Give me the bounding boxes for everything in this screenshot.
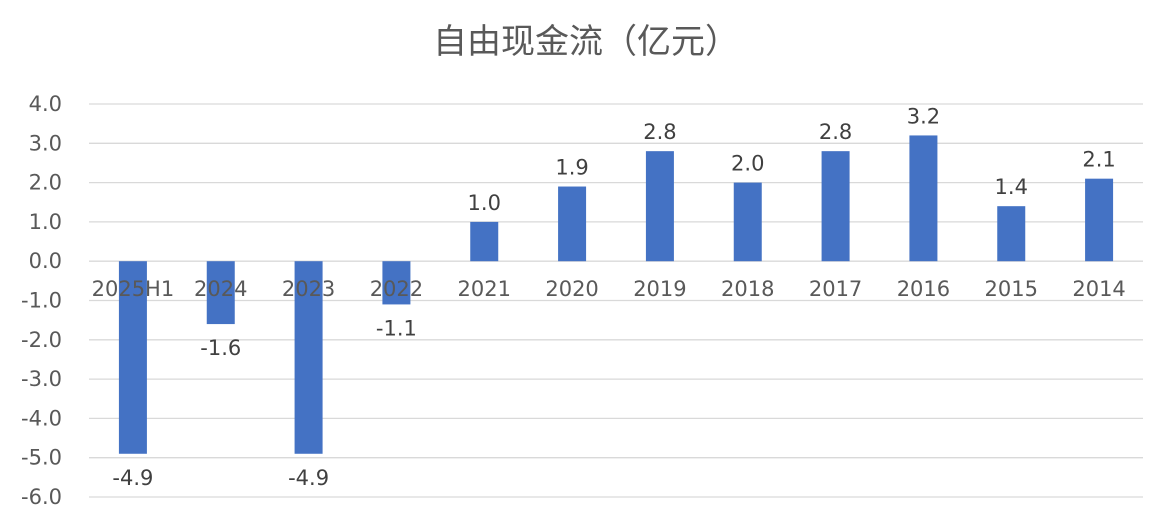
- x-category-label: 2024: [194, 277, 247, 301]
- x-category-label: 2014: [1072, 277, 1125, 301]
- x-category-label: 2017: [809, 277, 862, 301]
- data-label: 2.1: [1082, 148, 1115, 172]
- bars: [118, 135, 1114, 454]
- data-label: 1.0: [468, 191, 501, 215]
- x-category-label: 2016: [897, 277, 950, 301]
- y-axis-tick-labels: 4.0 3.0 2.0 1.0 0.0 -1.0 -2.0 -3.0 -4.0 -5.0 -6.0: [21, 92, 62, 509]
- bar: [909, 135, 938, 262]
- data-label: -4.9: [288, 466, 329, 490]
- x-category-label: 2019: [633, 277, 686, 301]
- x-category-label: 2018: [721, 277, 774, 301]
- gridlines: [89, 103, 1143, 498]
- data-label: 2.8: [643, 120, 676, 144]
- x-category-label: 2022: [370, 277, 423, 301]
- y-tick-label: 0.0: [29, 249, 62, 273]
- chart-title: 自由现金流（亿元）: [433, 22, 739, 62]
- bar: [294, 261, 323, 454]
- y-tick-label: 2.0: [29, 171, 62, 195]
- y-tick-label: 1.0: [29, 210, 62, 234]
- x-category-label: 2021: [458, 277, 511, 301]
- bar: [470, 221, 499, 262]
- data-label: -4.9: [112, 466, 153, 490]
- bar: [118, 261, 147, 454]
- y-tick-label: -2.0: [21, 328, 62, 352]
- data-label: -1.1: [376, 316, 417, 340]
- y-tick-label: -4.0: [21, 406, 62, 430]
- x-axis-category-labels: 2025H1 2024 2023 2022 2021 2020 2019 2018 2017 20…: [92, 277, 1126, 301]
- y-tick-label: 4.0: [29, 92, 62, 116]
- y-tick-label: -5.0: [21, 446, 62, 470]
- data-label: 1.4: [995, 175, 1028, 199]
- y-tick-label: -3.0: [21, 367, 62, 391]
- y-tick-label: 3.0: [29, 131, 62, 155]
- bar: [1085, 178, 1114, 262]
- x-category-label: 2025H1: [92, 277, 175, 301]
- bar: [821, 151, 850, 262]
- data-label: 3.2: [907, 104, 940, 128]
- y-tick-label: -1.0: [21, 289, 62, 313]
- data-label: 2.8: [819, 120, 852, 144]
- y-tick-label: -6.0: [21, 485, 62, 509]
- x-category-label: 2023: [282, 277, 335, 301]
- bar: [382, 261, 411, 305]
- bar: [645, 151, 674, 262]
- x-category-label: 2015: [985, 277, 1038, 301]
- bar: [558, 186, 587, 262]
- x-category-label: 2020: [545, 277, 598, 301]
- bar: [733, 182, 762, 262]
- data-label: 2.0: [731, 152, 764, 176]
- data-label: 1.9: [555, 156, 588, 180]
- data-label: -1.6: [200, 336, 241, 360]
- bar: [997, 206, 1026, 262]
- bar: [206, 261, 235, 325]
- data-labels: -4.9 -1.6 -4.9 -1.1 1.0 1.9 2.8 2.0 2.8 3.2 1.4 2.1: [112, 104, 1115, 489]
